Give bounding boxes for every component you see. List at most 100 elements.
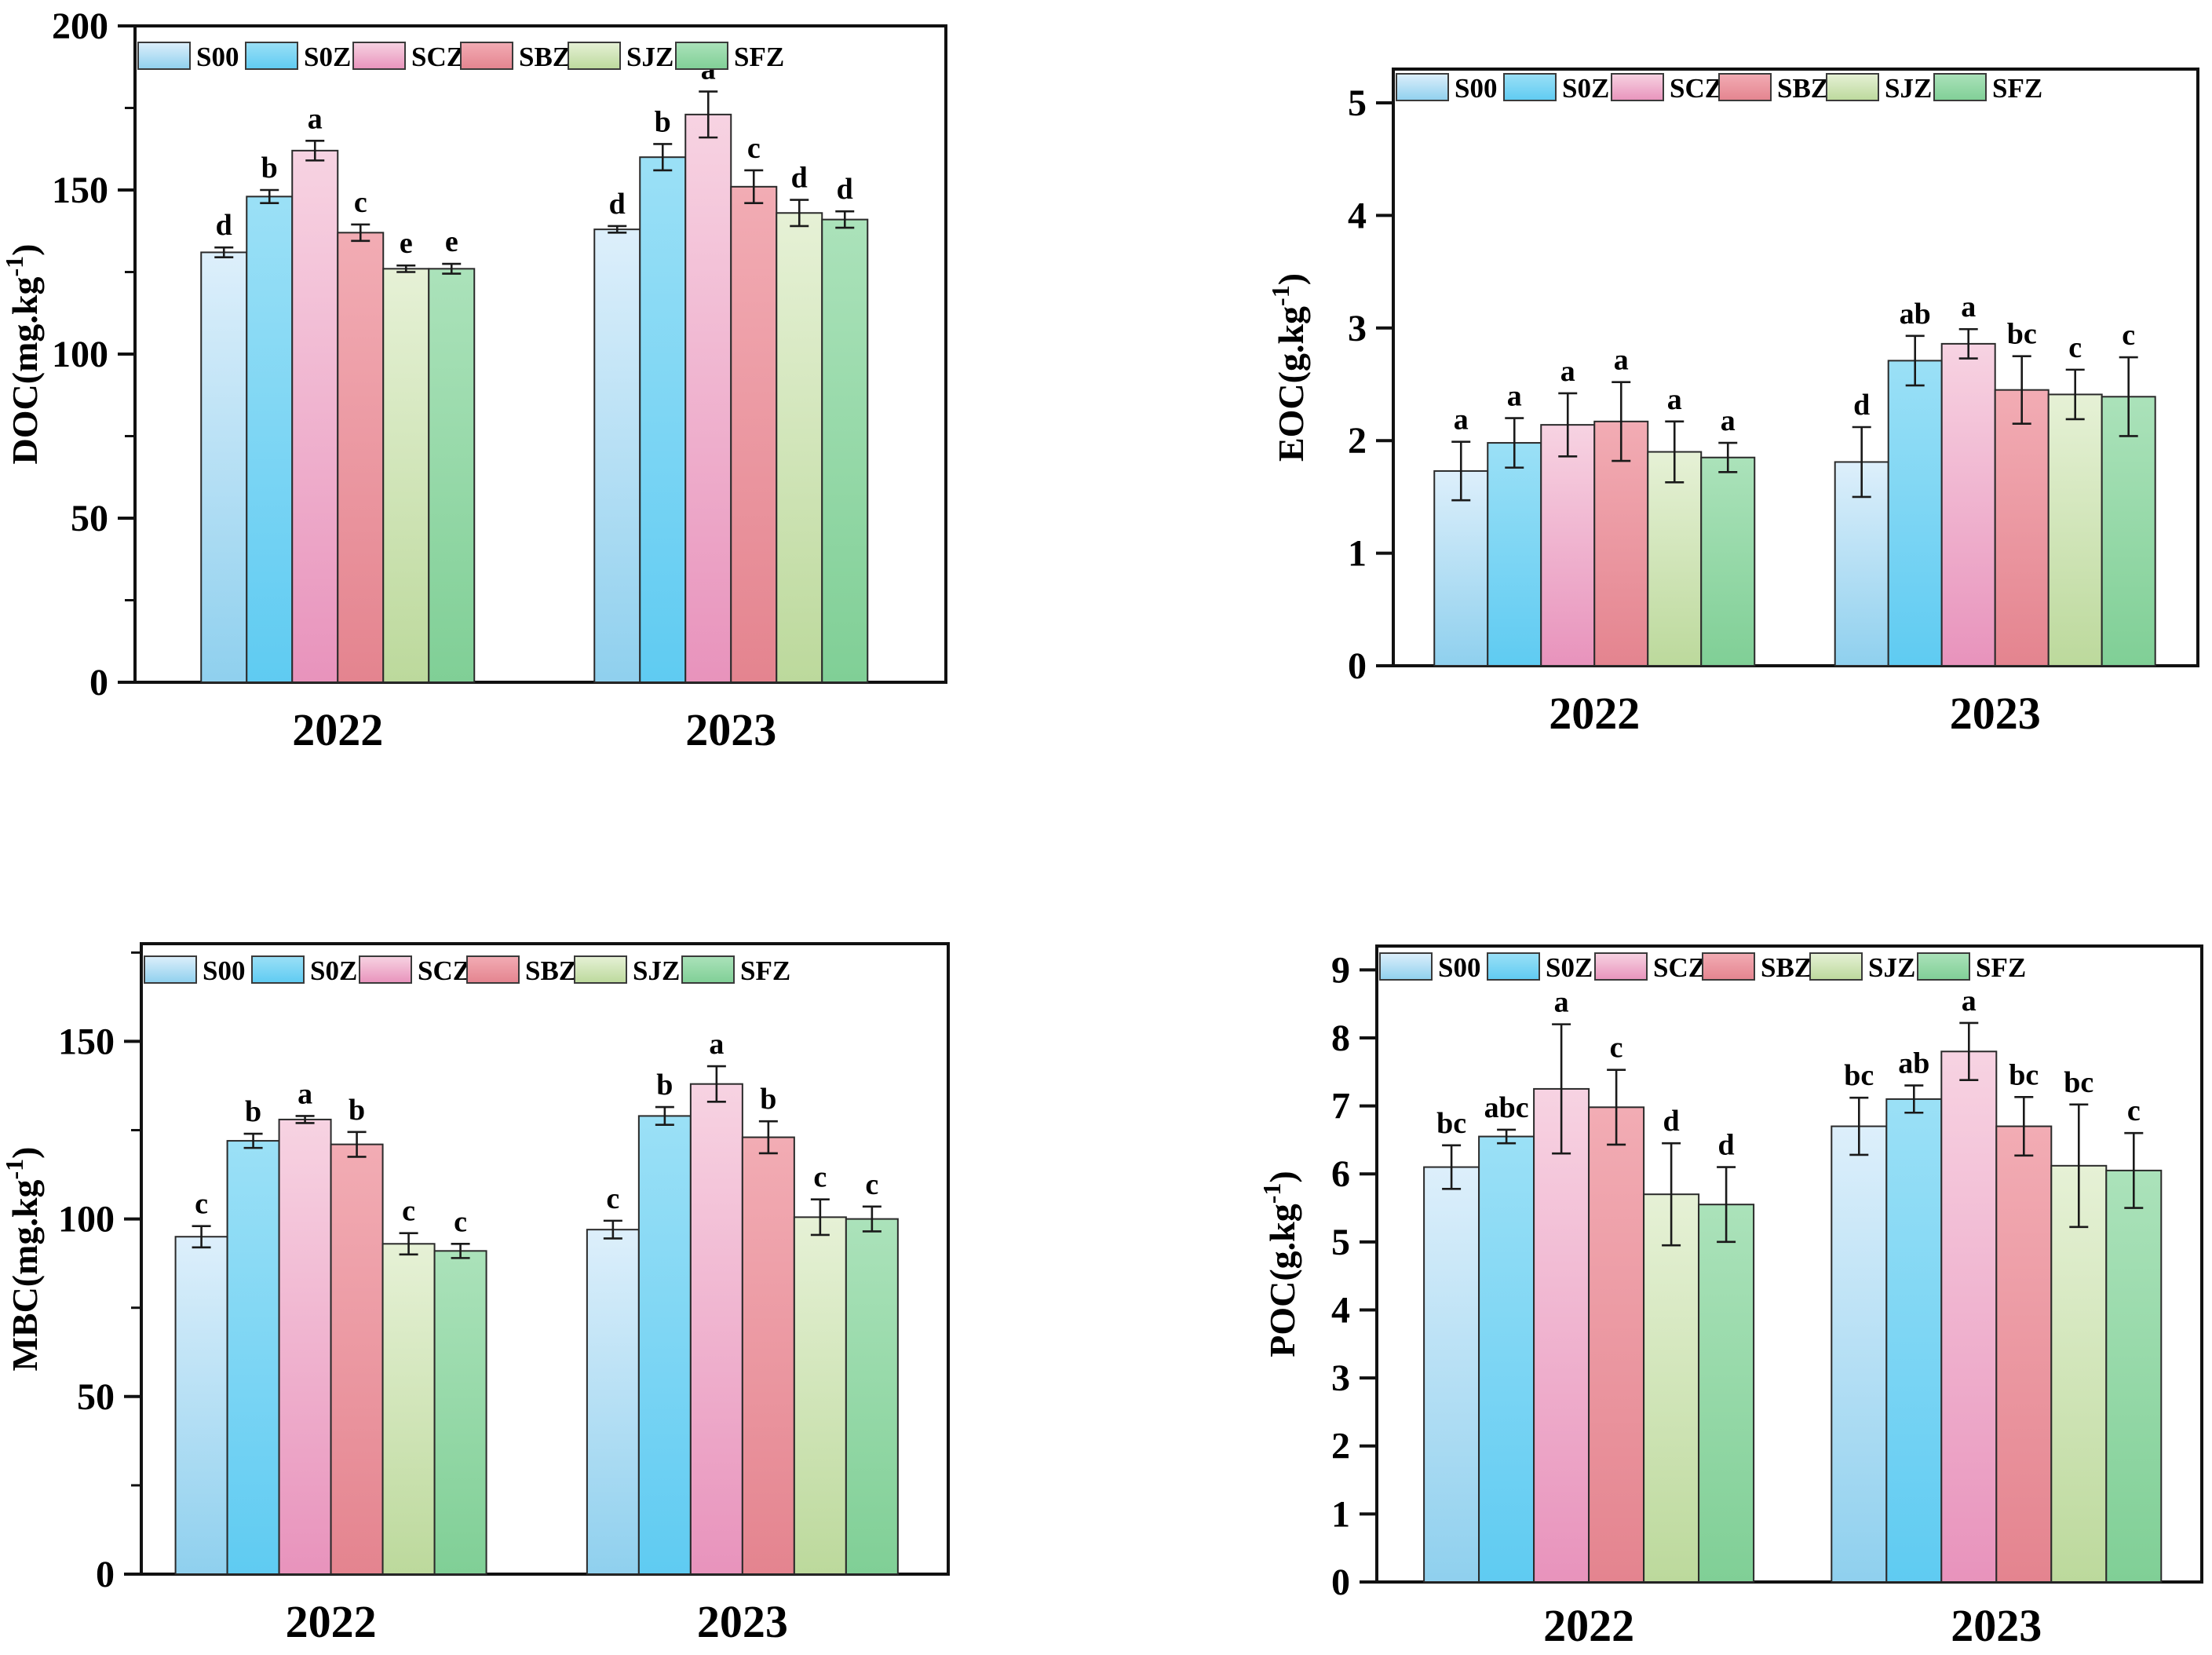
bar-SBZ-2023 — [730, 185, 778, 683]
error-bar-SCZ-2022 — [295, 1115, 315, 1124]
x-category-label-2022: 2022 — [292, 704, 383, 755]
y-tick-label: 3 — [1331, 1357, 1350, 1399]
plot-frame — [1392, 68, 2199, 667]
sig-letter-S00-2022: a — [1454, 404, 1469, 437]
sig-letter-SFZ-2022: a — [1721, 404, 1736, 437]
panel-mbc-chart: 0 50 100 150 MBC(mg.kg-1) c b a b c c 2022 c b a b c c 202… — [0, 942, 950, 1647]
sig-letter-SJZ-2023: bc — [2064, 1066, 2093, 1099]
sig-letter-SCZ-2023: a — [1962, 985, 1977, 1017]
bar-S0Z-2023 — [1887, 360, 1943, 667]
bar-SFZ-2022 — [428, 268, 476, 683]
bar-SCZ-2023 — [684, 113, 732, 684]
y-tick-label: 150 — [52, 170, 108, 211]
error-bar-SJZ-2022 — [1662, 1142, 1681, 1247]
bar-S00-2022 — [200, 251, 248, 684]
bar-S00-2022 — [1423, 1166, 1480, 1583]
legend-label-SFZ: SFZ — [1992, 73, 2042, 104]
bar-SCZ-2022 — [1540, 424, 1596, 667]
error-bar-SFZ-2022 — [442, 262, 462, 275]
sig-letter-S00-2023: d — [609, 188, 626, 221]
sig-letter-SBZ-2022: c — [1610, 1032, 1623, 1065]
bar-S0Z-2022 — [226, 1140, 280, 1575]
error-bar-SFZ-2023 — [2119, 356, 2138, 437]
error-bar-S00-2022 — [192, 1225, 211, 1249]
legend-label-S0Z: S0Z — [1546, 952, 1593, 983]
sig-letter-SBZ-2023: bc — [2007, 318, 2037, 351]
error-bar-SBZ-2022 — [1607, 1069, 1626, 1146]
legend-label-SCZ: SCZ — [1653, 952, 1706, 983]
legend-label-SJZ: SJZ — [626, 42, 673, 72]
y-tick-label: 0 — [1331, 1562, 1350, 1603]
error-bar-SJZ-2022 — [396, 264, 416, 273]
bar-SFZ-2022 — [1698, 1204, 1755, 1583]
sig-letter-SFZ-2023: c — [2127, 1094, 2141, 1127]
bar-SFZ-2022 — [433, 1250, 487, 1576]
bar-SBZ-2022 — [330, 1143, 384, 1575]
sig-letter-SBZ-2023: bc — [2009, 1058, 2039, 1091]
sig-letter-S00-2023: bc — [1844, 1059, 1874, 1092]
error-bar-S00-2023 — [603, 1219, 622, 1240]
sig-letter-SFZ-2023: d — [837, 173, 853, 206]
error-bar-SCZ-2022 — [305, 140, 325, 162]
error-bar-SJZ-2023 — [810, 1198, 830, 1237]
error-bar-S0Z-2023 — [1904, 1084, 1924, 1114]
panel-doc-chart: 050100150200DOC(mg.kg-1)dbacee2022dbacdd… — [0, 5, 947, 755]
y-tick-label: 2 — [1348, 420, 1367, 462]
error-bar-SFZ-2023 — [835, 210, 855, 229]
sig-letter-S00-2023: d — [1853, 389, 1870, 422]
legend-label-S0Z: S0Z — [310, 955, 357, 986]
y-tick-label: 0 — [1348, 645, 1367, 687]
error-bar-SBZ-2022 — [347, 1131, 367, 1158]
bar-S00-2022 — [1433, 469, 1489, 667]
legend-label-SFZ: SFZ — [740, 955, 790, 986]
bar-S0Z-2022 — [1487, 442, 1542, 667]
error-bar-S00-2023 — [1852, 426, 1871, 499]
bar-SJZ-2022 — [382, 268, 430, 683]
error-bar-SJZ-2023 — [2069, 1103, 2089, 1229]
error-bar-S0Z-2022 — [1505, 417, 1524, 469]
sig-letter-SBZ-2022: a — [1614, 344, 1629, 377]
legend-label-SJZ: SJZ — [1868, 952, 1915, 983]
error-bar-S00-2022 — [1451, 440, 1471, 502]
bar-SCZ-2022 — [291, 149, 339, 683]
y-tick-label: 0 — [96, 1554, 115, 1595]
bar-S0Z-2023 — [1885, 1098, 1943, 1583]
bar-SBZ-2022 — [337, 232, 385, 683]
bar-SFZ-2023 — [2105, 1169, 2163, 1583]
bar-S00-2023 — [1831, 1125, 1888, 1583]
error-bar-S0Z-2022 — [260, 188, 279, 205]
error-bar-SFZ-2023 — [862, 1205, 882, 1233]
legend-label-SBZ: SBZ — [1777, 73, 1829, 104]
legend-label-SBZ: SBZ — [525, 955, 577, 986]
y-tick-label: 200 — [52, 5, 108, 47]
x-category-label-2022: 2022 — [1543, 1600, 1634, 1651]
error-bar-S0Z-2022 — [243, 1132, 263, 1149]
legend-swatch-SJZ — [1826, 73, 1879, 101]
y-axis-title: POC(g.kg-1) — [1257, 1171, 1302, 1357]
legend-label-SCZ: SCZ — [1670, 73, 1723, 104]
sig-letter-SJZ-2023: c — [2068, 331, 2082, 364]
sig-letter-SFZ-2023: c — [2122, 319, 2135, 352]
sig-letter-S00-2022: d — [216, 209, 232, 242]
y-tick-label: 2 — [1331, 1426, 1350, 1467]
legend-swatch-SBZ — [466, 955, 520, 984]
sig-letter-SCZ-2022: a — [297, 1077, 312, 1110]
legend: S00 S0Z SCZ SBZ SJZ SFZ — [1379, 952, 2026, 983]
bar-SCZ-2023 — [689, 1083, 743, 1575]
sig-letter-S0Z-2022: b — [261, 152, 278, 184]
y-tick-label: 9 — [1331, 949, 1350, 991]
bar-S0Z-2023 — [637, 1115, 692, 1575]
plot-frame — [1375, 944, 2203, 1584]
bar-SBZ-2022 — [1588, 1106, 1645, 1584]
y-tick-label: 5 — [1331, 1222, 1350, 1263]
sig-letter-SJZ-2022: c — [402, 1195, 415, 1228]
bar-SCZ-2023 — [1940, 1050, 1998, 1583]
sig-letter-SJZ-2022: d — [1663, 1105, 1680, 1138]
legend-label-SBZ: SBZ — [519, 42, 571, 72]
y-tick-label: 100 — [58, 1199, 115, 1240]
sig-letter-SBZ-2023: c — [747, 132, 761, 165]
legend-label-SJZ: SJZ — [1885, 73, 1932, 104]
error-bar-SBZ-2023 — [2012, 355, 2031, 425]
